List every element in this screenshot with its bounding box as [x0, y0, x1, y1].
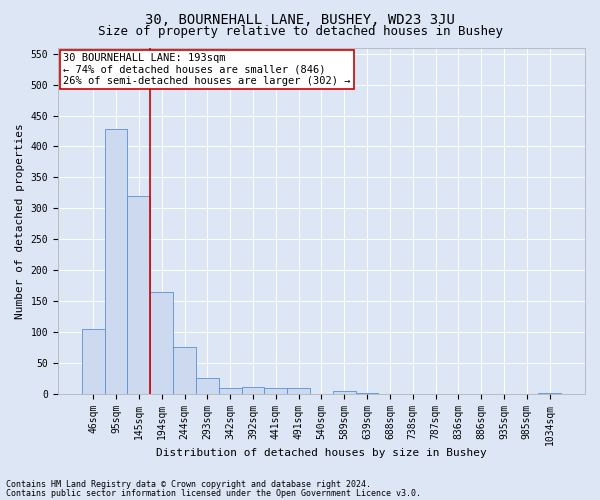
Bar: [82, 329, 104, 394]
Bar: [356, 392, 379, 394]
Bar: [242, 387, 265, 394]
Bar: [196, 378, 219, 394]
Text: 30, BOURNEHALL LANE, BUSHEY, WD23 3JU: 30, BOURNEHALL LANE, BUSHEY, WD23 3JU: [145, 12, 455, 26]
Bar: [173, 348, 196, 394]
Bar: [219, 388, 242, 394]
Bar: [538, 392, 561, 394]
Bar: [151, 292, 173, 394]
Bar: [104, 129, 127, 394]
Y-axis label: Number of detached properties: Number of detached properties: [15, 123, 25, 318]
Bar: [127, 196, 151, 394]
Bar: [333, 391, 356, 394]
Bar: [287, 388, 310, 394]
Text: Contains HM Land Registry data © Crown copyright and database right 2024.: Contains HM Land Registry data © Crown c…: [6, 480, 371, 489]
Text: Size of property relative to detached houses in Bushey: Size of property relative to detached ho…: [97, 25, 503, 38]
X-axis label: Distribution of detached houses by size in Bushey: Distribution of detached houses by size …: [156, 448, 487, 458]
Text: 30 BOURNEHALL LANE: 193sqm
← 74% of detached houses are smaller (846)
26% of sem: 30 BOURNEHALL LANE: 193sqm ← 74% of deta…: [63, 52, 350, 86]
Text: Contains public sector information licensed under the Open Government Licence v3: Contains public sector information licen…: [6, 488, 421, 498]
Bar: [265, 388, 287, 394]
